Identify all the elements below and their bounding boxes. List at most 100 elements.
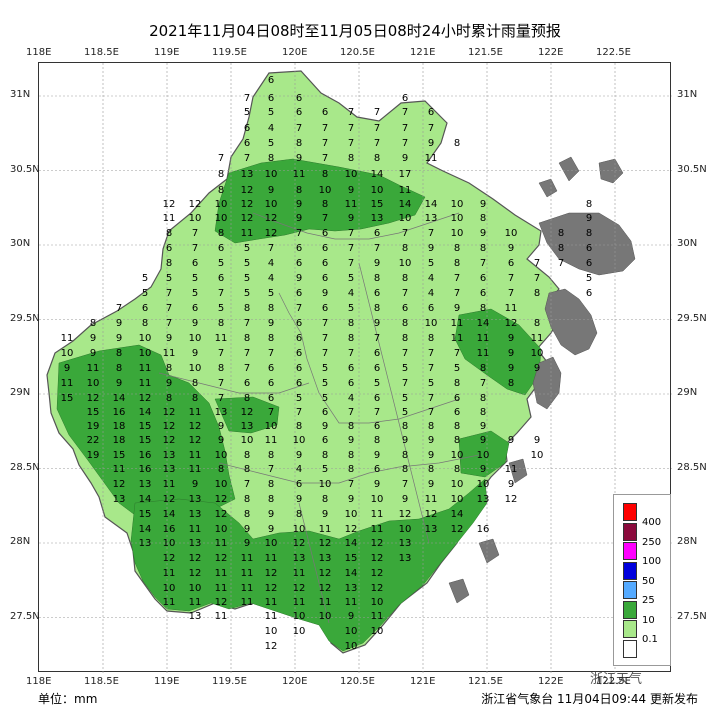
- station-value: 6: [322, 107, 328, 118]
- station-value: 7: [166, 318, 172, 329]
- station-value: 7: [454, 288, 460, 299]
- station-value: 9: [428, 435, 434, 446]
- station-value: 10: [265, 169, 278, 180]
- station-value: 10: [87, 378, 100, 389]
- graticule: [39, 63, 672, 673]
- station-value: 12: [345, 524, 358, 535]
- station-value: 11: [425, 494, 438, 505]
- station-value: 7: [296, 303, 302, 314]
- station-value: 11: [189, 407, 202, 418]
- station-value: 6: [268, 75, 274, 86]
- station-value: 9: [116, 333, 122, 344]
- station-value: 9: [480, 228, 486, 239]
- station-value: 8: [480, 363, 486, 374]
- lon-tick-top: 121E: [410, 47, 436, 58]
- station-value: 9: [374, 258, 380, 269]
- station-value: 6: [374, 348, 380, 359]
- station-value: 11: [61, 378, 74, 389]
- lon-tick-top: 122.5E: [596, 47, 631, 58]
- station-value: 10: [139, 348, 152, 359]
- station-value: 5: [218, 303, 224, 314]
- lon-tick-bottom: 120.5E: [340, 676, 375, 687]
- station-value: 9: [508, 479, 514, 490]
- station-value: 11: [139, 363, 152, 374]
- station-value: 7: [322, 213, 328, 224]
- station-value: 4: [268, 123, 274, 134]
- station-value: 22: [87, 435, 100, 446]
- station-value: 8: [244, 464, 250, 475]
- station-value: 7: [428, 407, 434, 418]
- station-value: 6: [192, 258, 198, 269]
- legend-swatch: [623, 522, 637, 541]
- station-value: 7: [166, 303, 172, 314]
- moderate-rain-area-east: [454, 308, 542, 396]
- station-value: 8: [142, 318, 148, 329]
- station-value: 9: [192, 318, 198, 329]
- station-value: 11: [293, 568, 306, 579]
- station-value: 8: [296, 421, 302, 432]
- station-value: 9: [402, 494, 408, 505]
- station-value: 6: [322, 243, 328, 254]
- station-value: 16: [113, 407, 126, 418]
- station-value: 8: [508, 378, 514, 389]
- station-value: 6: [586, 243, 592, 254]
- station-value: 7: [374, 107, 380, 118]
- station-value: 10: [451, 494, 464, 505]
- lon-tick-bottom: 118.5E: [84, 676, 119, 687]
- station-value: 5: [268, 138, 274, 149]
- legend-label: 10: [642, 614, 655, 626]
- station-value: 19: [87, 421, 100, 432]
- station-value: 9: [296, 273, 302, 284]
- moderate-rain-areas: [56, 158, 542, 652]
- station-value: 11: [505, 303, 518, 314]
- lon-tick-top: 119E: [154, 47, 180, 58]
- station-value: 11: [425, 153, 438, 164]
- legend-swatch: [623, 620, 637, 638]
- lat-tick-left: 31N: [10, 89, 31, 100]
- station-value: 8: [428, 421, 434, 432]
- station-value: 7: [322, 348, 328, 359]
- station-value: 7: [374, 123, 380, 134]
- station-value: 8: [534, 318, 540, 329]
- station-value: 12: [505, 318, 518, 329]
- station-value: 11: [371, 524, 384, 535]
- station-value: 9: [296, 153, 302, 164]
- station-value: 11: [87, 363, 100, 374]
- station-value: 6: [296, 318, 302, 329]
- station-value: 19: [87, 450, 100, 461]
- lat-tick-left: 29.5N: [10, 312, 40, 324]
- station-value: 7: [244, 153, 250, 164]
- station-value: 4: [348, 288, 354, 299]
- station-value: 6: [296, 378, 302, 389]
- lat-tick-right: 30.5N: [677, 163, 707, 175]
- station-value: 5: [348, 303, 354, 314]
- station-value: 7: [166, 288, 172, 299]
- station-value: 8: [244, 509, 250, 520]
- station-value: 10: [215, 213, 228, 224]
- station-value: 9: [586, 213, 592, 224]
- station-value: 7: [428, 393, 434, 404]
- lat-tick-right: 31N: [677, 89, 698, 100]
- station-value: 5: [402, 407, 408, 418]
- lat-tick-left: 30N: [10, 238, 31, 249]
- lon-tick-bottom: 122E: [538, 676, 564, 687]
- station-value: 8: [374, 435, 380, 446]
- station-value: 6: [402, 93, 408, 104]
- station-value: 9: [508, 348, 514, 359]
- station-value: 7: [322, 138, 328, 149]
- station-value: 7: [268, 407, 274, 418]
- station-value: 14: [139, 524, 152, 535]
- station-value: 7: [348, 258, 354, 269]
- station-value: 6: [296, 333, 302, 344]
- legend-swatch: [623, 503, 637, 521]
- station-value: 7: [348, 228, 354, 239]
- station-value: 11: [477, 348, 490, 359]
- lat-tick-right: 28.5N: [677, 461, 707, 473]
- station-value: 7: [296, 123, 302, 134]
- station-value: 8: [480, 213, 486, 224]
- station-value: 10: [215, 479, 228, 490]
- station-value: 8: [348, 421, 354, 432]
- station-value: 10: [505, 228, 518, 239]
- station-value: 11: [319, 597, 332, 608]
- station-values: 6 7 6 6 6 5 5 6 6 7 7 7 6 6 4 7 7 7 7 7 7 6 5 8 7 7 7 7 9 8 7 7 8 9 7 8 8 9 11…: [61, 75, 593, 652]
